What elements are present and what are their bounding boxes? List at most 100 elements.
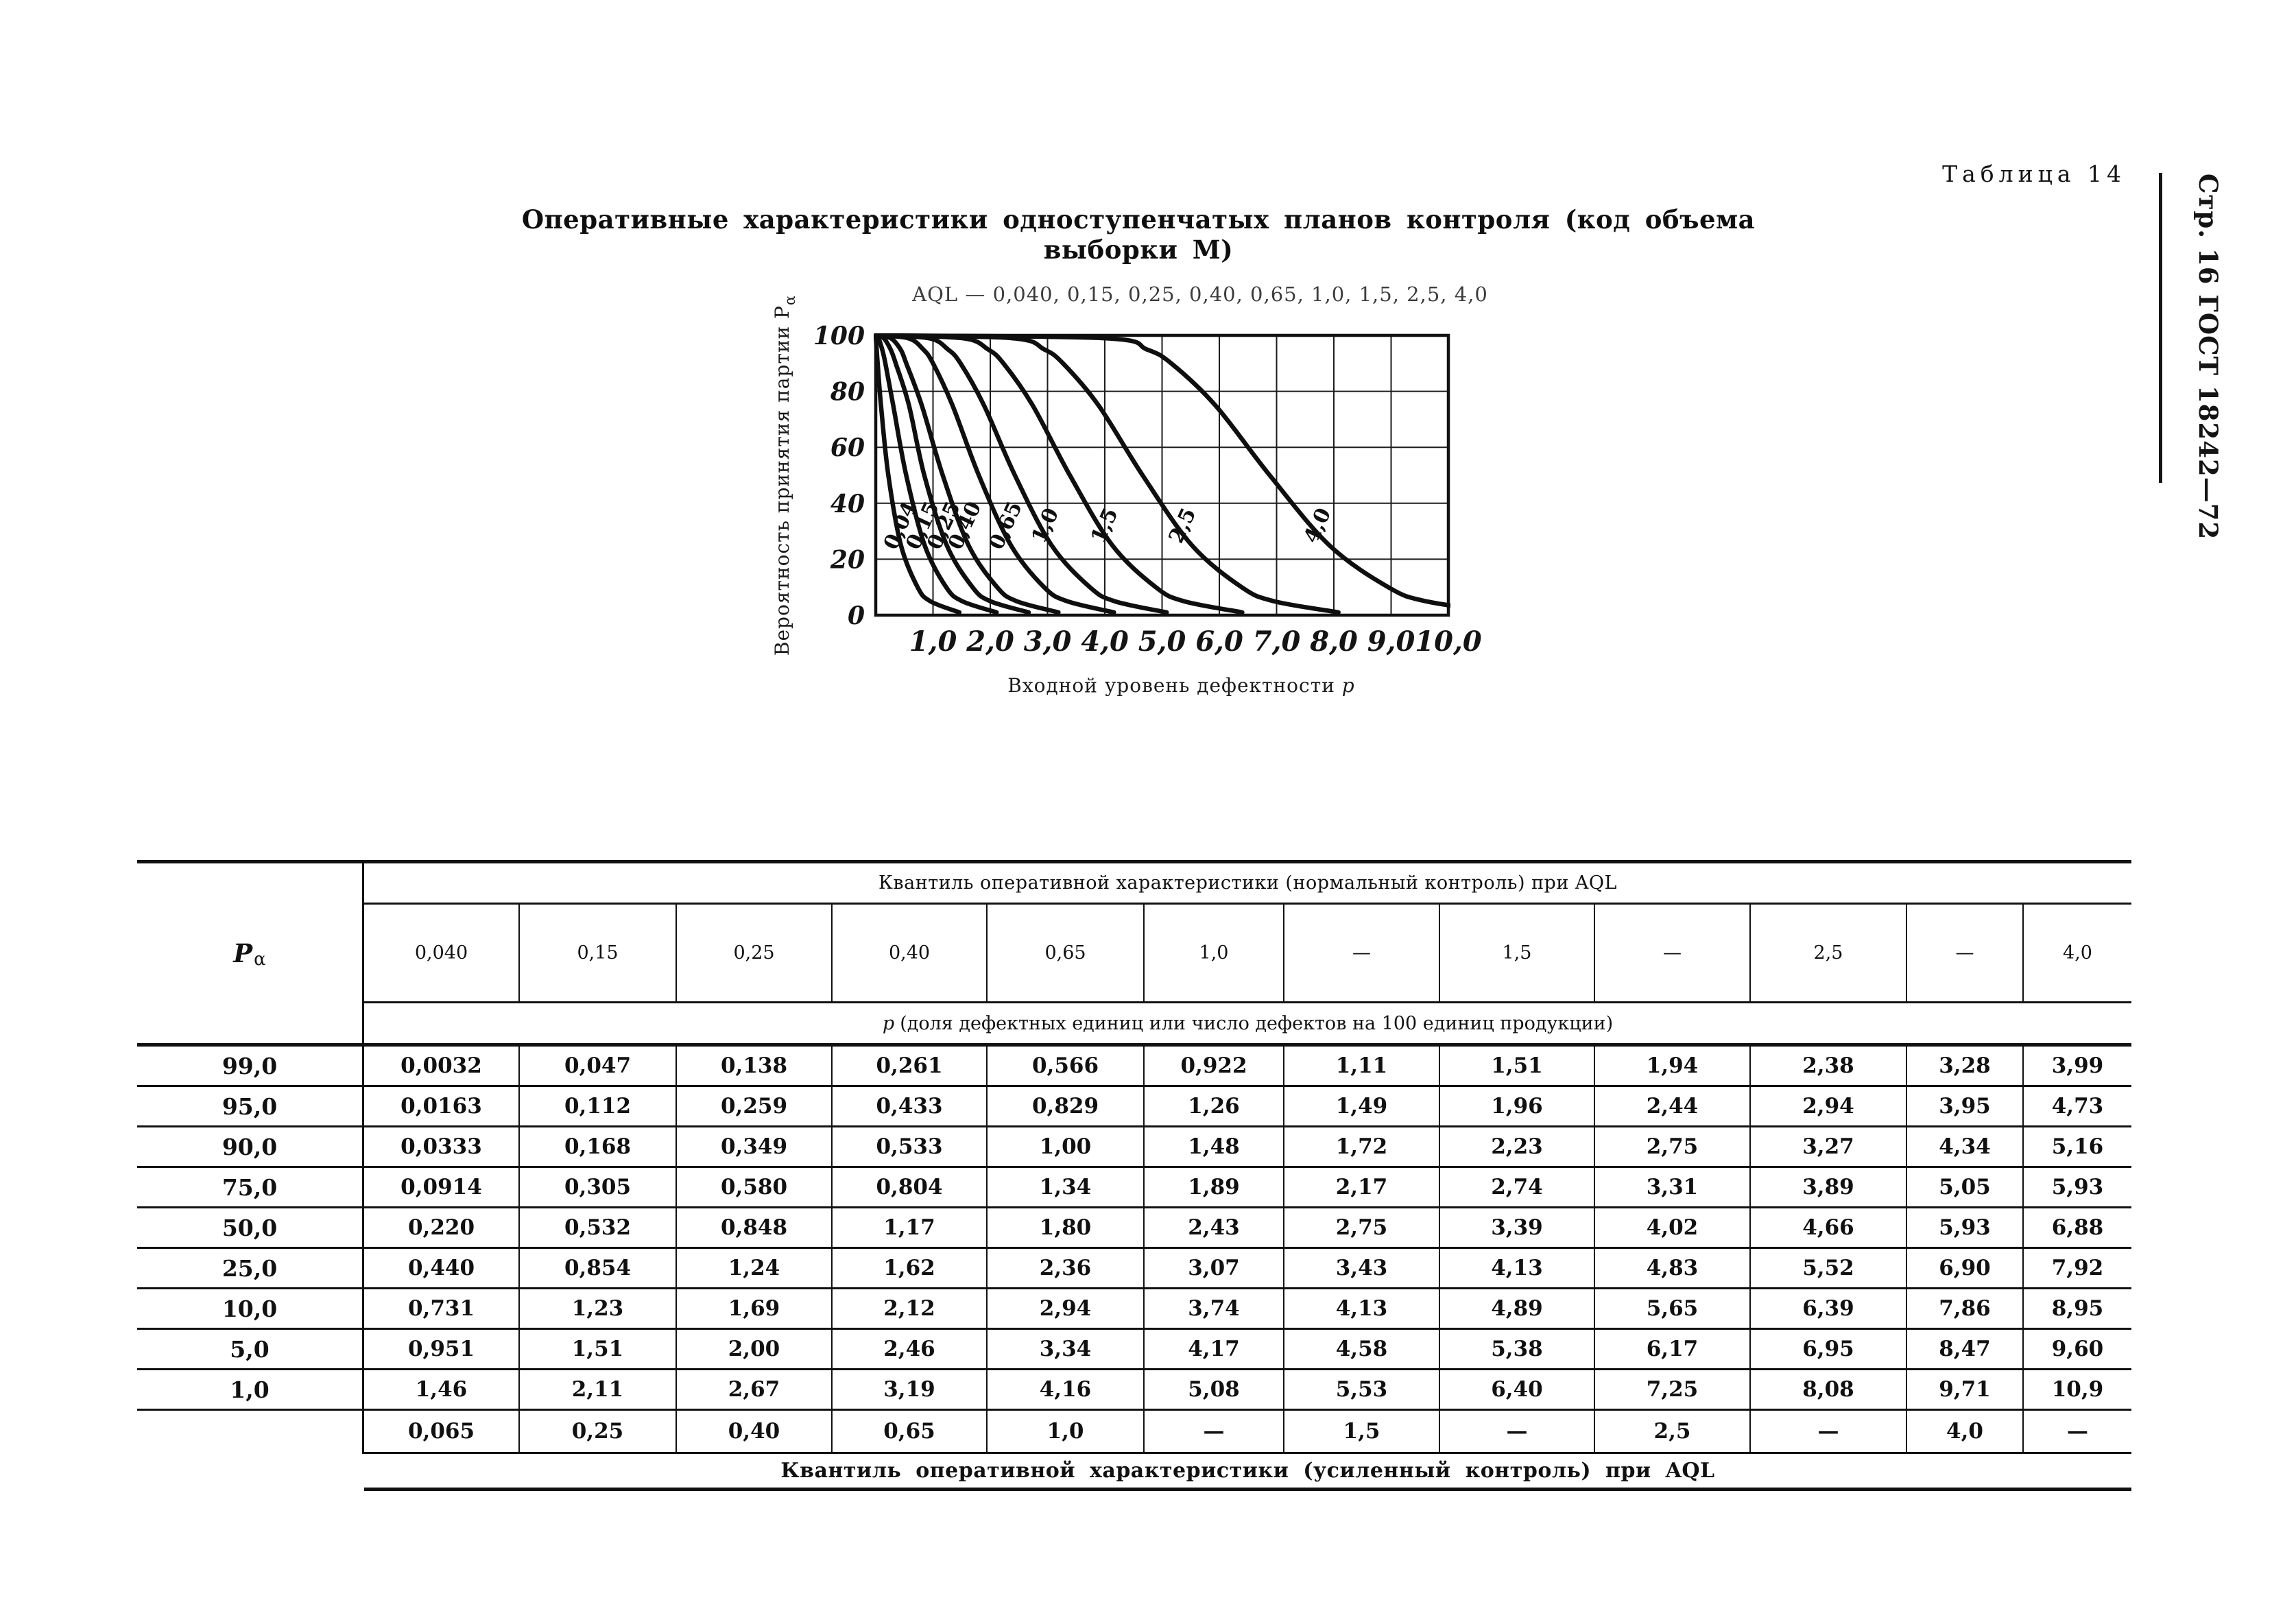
table-cell: 0,922 xyxy=(1143,1047,1283,1085)
x-tick: 3,0 xyxy=(1024,625,1072,658)
tightened-aql-cell: 1,0 xyxy=(986,1411,1143,1454)
table-cell: 0,168 xyxy=(518,1127,675,1166)
aql-header-cell: 0,15 xyxy=(518,905,675,1001)
table-cell: 5,65 xyxy=(1594,1289,1749,1328)
table-cell: 0,220 xyxy=(407,1215,475,1240)
tightened-aql-cell: 0,065 xyxy=(364,1411,518,1454)
table-row: 25,0 0,440 0,854 1,24 1,62 2,36 3,07 3,43 4,13 4,… xyxy=(137,1249,2131,1289)
table-cell: 6,17 xyxy=(1594,1330,1749,1368)
table-cell: 0,259 xyxy=(675,1087,831,1125)
aql-header-cell: 0,40 xyxy=(831,905,986,1001)
table-cell: 2,23 xyxy=(1439,1127,1594,1166)
table-cell: 2,43 xyxy=(1143,1208,1283,1247)
table-row: 50,0 0,220 0,532 0,848 1,17 1,80 2,43 2,75 3,39 4… xyxy=(137,1208,2131,1249)
table-cell: 0,112 xyxy=(518,1087,675,1125)
aql-header-cell: — xyxy=(1283,905,1439,1001)
table-cell: 1,89 xyxy=(1143,1168,1283,1206)
oc-curve-0,40 xyxy=(874,333,1061,615)
table-body: 99,0 0,0032 0,047 0,138 0,261 0,566 0,922 1,11 1… xyxy=(137,1047,2131,1411)
table-cell: 3,95 xyxy=(1906,1087,2022,1125)
table-cell: 5,16 xyxy=(2022,1127,2131,1166)
table-cell: 3,07 xyxy=(1143,1249,1283,1287)
table-cell: 2,75 xyxy=(1283,1208,1439,1247)
table-cell: 0,731 xyxy=(407,1296,475,1321)
oc-curve-0,25 xyxy=(874,333,1031,615)
table-cell: 2,46 xyxy=(831,1330,986,1368)
aql-header-cell: 0,040 xyxy=(414,942,468,964)
table-cell: 4,89 xyxy=(1439,1289,1594,1328)
tightened-aql-cell: 1,5 xyxy=(1283,1411,1439,1454)
x-tick: 5,0 xyxy=(1138,625,1186,658)
table-cell: 5,93 xyxy=(2022,1168,2131,1206)
tightened-control-footer: Квантиль оперативной характеристики (уси… xyxy=(364,1454,2131,1491)
curve-label-2,5: 2,5 xyxy=(1164,504,1201,547)
table-cell: 0,0333 xyxy=(400,1134,482,1159)
table-cell: 1,17 xyxy=(831,1208,986,1247)
x-tick: 9,0 xyxy=(1367,625,1415,658)
table-cell: 5,08 xyxy=(1143,1370,1283,1409)
table-cell: 3,31 xyxy=(1594,1168,1749,1206)
plot-frame xyxy=(874,333,1450,617)
x-tick: 10,0 xyxy=(1415,625,1482,658)
pa-column-header: P α xyxy=(137,863,364,1043)
table-cell: 4,34 xyxy=(1906,1127,2022,1166)
oc-chart: 0,04 0,15 0,25 0,40 0,65 1,0 1,5 2,5 4,0 0 20 40 60 8… xyxy=(741,295,1522,721)
y-tick: 80 xyxy=(830,378,865,407)
aql-header-block: Квантиль оперативной характеристики (нор… xyxy=(364,863,2131,1043)
normal-control-header: Квантиль оперативной характеристики (нор… xyxy=(364,863,2131,905)
chart-aql-subtitle: AQL — 0,040, 0,15, 0,25, 0,40, 0,65, 1,0… xyxy=(912,283,1488,306)
aql-header-cell: 0,65 xyxy=(986,905,1143,1001)
x-tick: 6,0 xyxy=(1195,625,1243,658)
x-tick: 2,0 xyxy=(966,625,1014,658)
table-cell: 4,13 xyxy=(1283,1289,1439,1328)
pa-value-cell: 75,0 xyxy=(137,1168,364,1206)
oc-chart-svg: 0,040,150,250,400,65 1,0 1,5 2,5 4,002040608… xyxy=(771,295,1482,697)
table-cell: 2,74 xyxy=(1439,1168,1594,1206)
table-cell: 3,43 xyxy=(1283,1249,1439,1287)
table-cell: 0,804 xyxy=(831,1168,986,1206)
table-cell: 4,17 xyxy=(1143,1330,1283,1368)
tightened-aql-cell: 4,0 xyxy=(1906,1411,2022,1454)
pa-value-cell: 99,0 xyxy=(137,1047,364,1085)
table-cell: 3,74 xyxy=(1143,1289,1283,1328)
tightened-aql-cell: 2,5 xyxy=(1594,1411,1749,1454)
table-cell: 0,951 xyxy=(407,1337,475,1361)
table-cell: 8,95 xyxy=(2022,1289,2131,1328)
curve-label-4,0: 4,0 xyxy=(1300,504,1337,547)
table-cell: 3,39 xyxy=(1439,1208,1594,1247)
table-cell: 0,532 xyxy=(518,1208,675,1247)
table-cell: 8,47 xyxy=(1906,1330,2022,1368)
table-cell: 1,51 xyxy=(1439,1047,1594,1085)
aql-header-cell: 1,5 xyxy=(1439,905,1594,1001)
table-cell: 3,89 xyxy=(1749,1168,1906,1206)
oc-curve-0,04 xyxy=(874,333,962,615)
table-cell: 1,46 xyxy=(415,1377,468,1402)
pa-empty-cell xyxy=(137,1411,364,1454)
table-header: P α Квантиль оперативной характеристики … xyxy=(137,863,2131,1047)
table-cell: 2,11 xyxy=(518,1370,675,1409)
y-tick: 40 xyxy=(830,490,865,518)
table-cell: 2,36 xyxy=(986,1249,1143,1287)
tightened-aql-cell: 0,65 xyxy=(831,1411,986,1454)
x-tick: 7,0 xyxy=(1253,625,1301,658)
table-cell: 1,26 xyxy=(1143,1087,1283,1125)
tightened-aql-cell: — xyxy=(2022,1411,2131,1454)
table-row: 5,0 0,951 1,51 2,00 2,46 3,34 4,17 4,58 5,38 6,17… xyxy=(137,1330,2131,1370)
table-cell: 1,96 xyxy=(1439,1087,1594,1125)
table-cell: 1,80 xyxy=(986,1208,1143,1247)
table-cell: 0,829 xyxy=(986,1087,1143,1125)
table-cell: 1,23 xyxy=(518,1289,675,1328)
table-cell: 0,433 xyxy=(831,1087,986,1125)
table-cell: 2,67 xyxy=(675,1370,831,1409)
table-cell: 0,0163 xyxy=(400,1094,482,1119)
table-cell: 2,94 xyxy=(986,1289,1143,1328)
table-cell: 7,92 xyxy=(2022,1249,2131,1287)
table-cell: 4,83 xyxy=(1594,1249,1749,1287)
table-cell: 3,27 xyxy=(1749,1127,1906,1166)
table-cell: 1,11 xyxy=(1283,1047,1439,1085)
pa-value-cell: 1,0 xyxy=(137,1370,364,1409)
x-axis-label: Входной уровень дефектности p xyxy=(1007,674,1354,697)
table-cell: 0,440 xyxy=(407,1256,475,1280)
table-row: 99,0 0,0032 0,047 0,138 0,261 0,566 0,922 1,11 1… xyxy=(137,1047,2131,1087)
table-cell: 2,75 xyxy=(1594,1127,1749,1166)
